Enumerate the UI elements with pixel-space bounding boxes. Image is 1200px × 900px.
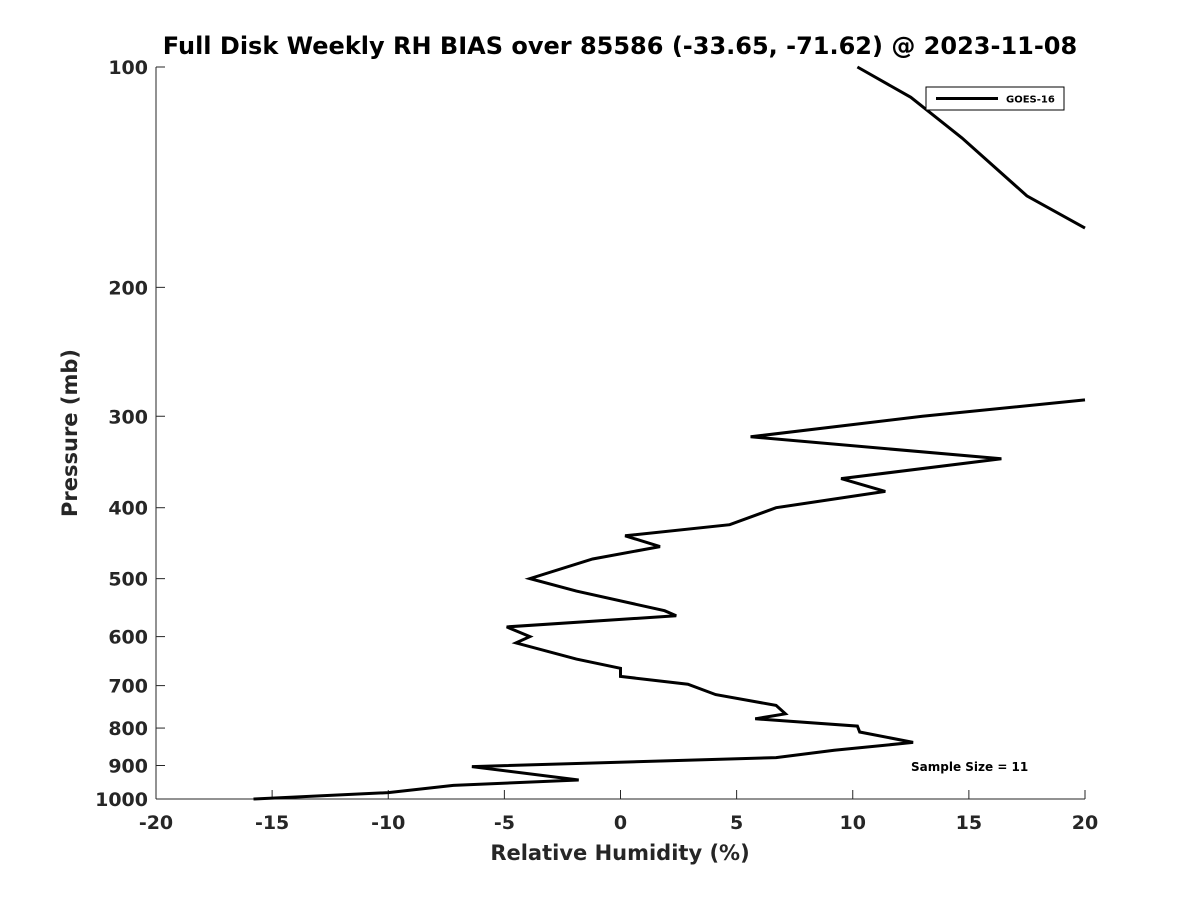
y-tick-label: 1000 (95, 789, 148, 811)
y-axis-label: Pressure (mb) (58, 349, 82, 517)
series-line-goes-16 (253, 398, 1086, 801)
y-tick-label: 300 (108, 406, 148, 428)
y-tick-label: 200 (108, 277, 148, 299)
tick-group: -20 -15 -10 -5 0 5 10 15 20 100 200 300 400 500 600 700… (95, 57, 1098, 834)
series-group (253, 65, 1086, 801)
y-tick-label: 500 (108, 569, 148, 591)
y-tick-label: 700 (108, 676, 148, 698)
x-tick-label: -5 (494, 812, 515, 834)
sample-size-annotation: Sample Size = 11 (911, 760, 1028, 774)
plot-area (156, 67, 1085, 799)
y-tick-label: 600 (108, 627, 148, 649)
x-tick-label: 15 (956, 812, 982, 834)
x-tick-label: 5 (730, 812, 743, 834)
chart-title: Full Disk Weekly RH BIAS over 85586 (-33… (163, 32, 1077, 60)
series-line-goes-16 (856, 65, 1086, 230)
y-tick-label: 100 (108, 57, 148, 79)
y-tick-label: 400 (108, 498, 148, 520)
x-tick-label: 10 (840, 812, 866, 834)
x-tick-label: -10 (371, 812, 405, 834)
x-axis-label: Relative Humidity (%) (490, 841, 749, 865)
x-tick-label: 0 (614, 812, 627, 834)
y-tick-label: 800 (108, 718, 148, 740)
legend-entry-goes-16: GOES-16 (1006, 95, 1055, 106)
legend: GOES-16 (925, 86, 1065, 111)
x-tick-label: -20 (139, 812, 173, 834)
x-tick-label: 20 (1072, 812, 1098, 834)
x-tick-label: -15 (255, 812, 289, 834)
y-tick-label: 900 (108, 756, 148, 778)
